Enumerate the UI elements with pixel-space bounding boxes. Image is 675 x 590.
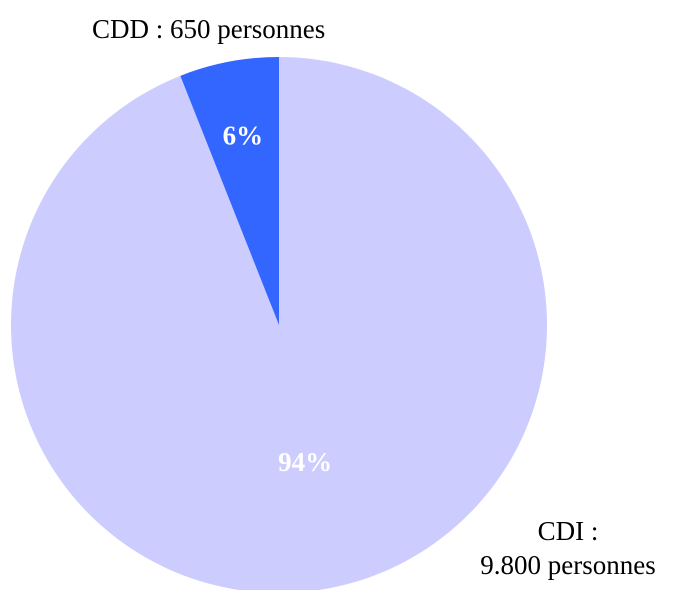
percent-label-cdd: 6% [223,120,264,150]
cdd-slice-label: CDD : 650 personnes [92,12,325,46]
cdi-slice-label: CDI : 9.800 personnes [468,514,668,582]
percent-label-cdi: 94% [278,447,332,477]
cdi-label-line1: CDI : [468,514,668,548]
pie-slices [11,57,547,590]
cdi-label-line2: 9.800 personnes [468,548,668,582]
